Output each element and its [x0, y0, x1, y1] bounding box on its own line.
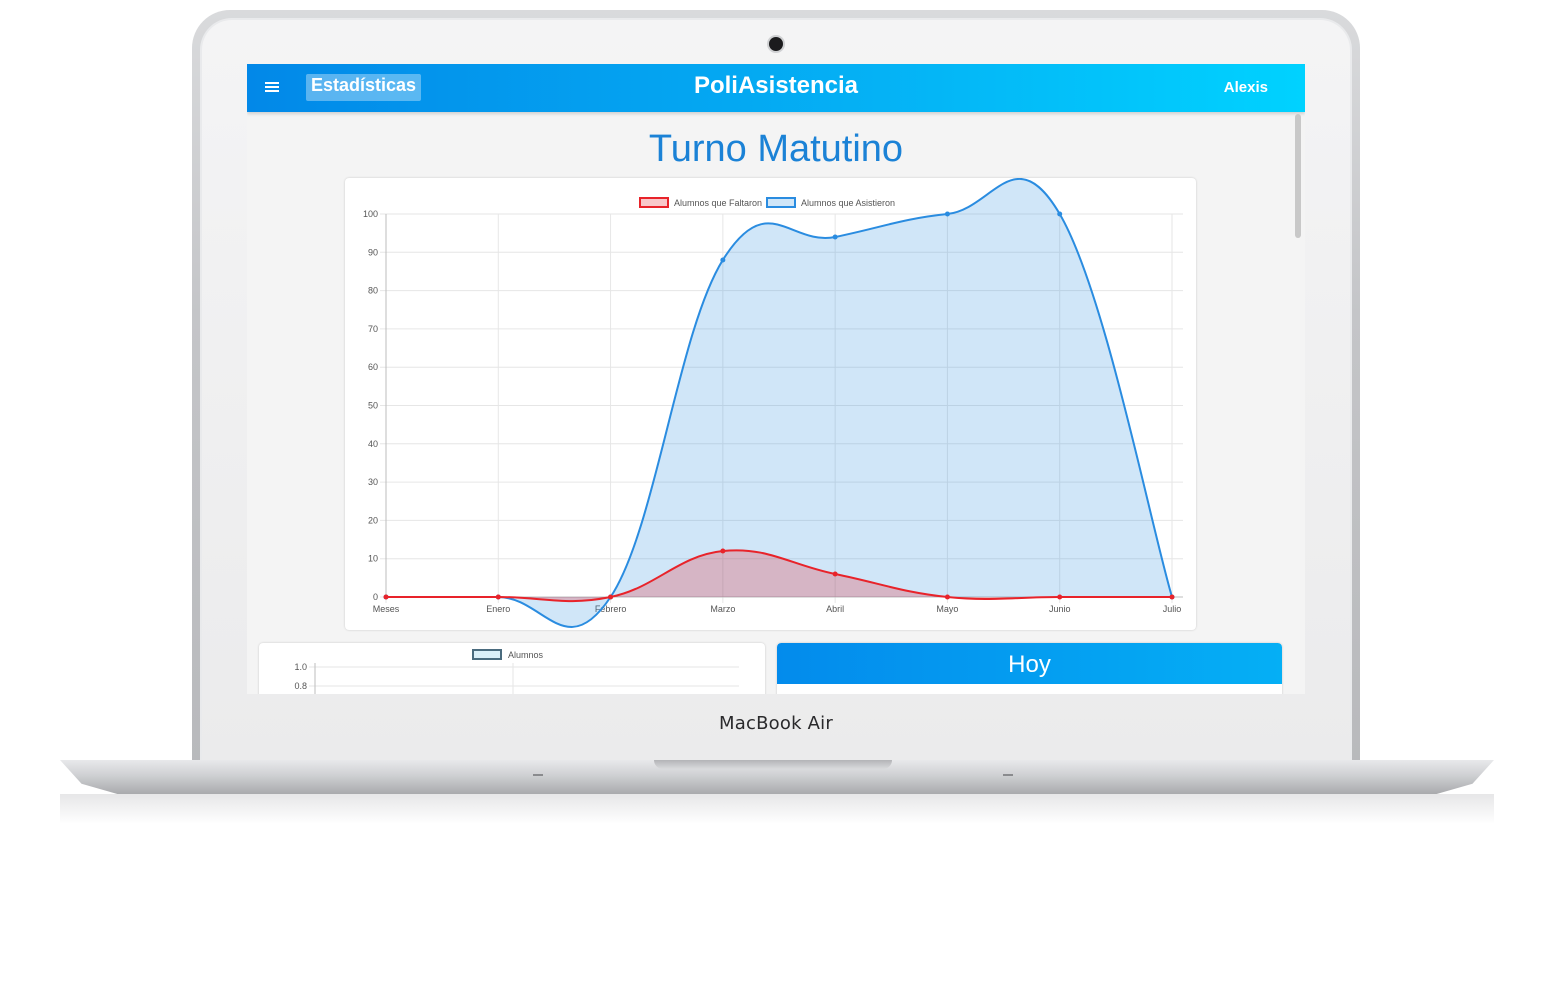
app-screen: Estadísticas PoliAsistencia Alexis Turno…: [247, 64, 1305, 694]
data-point: [1057, 211, 1063, 217]
x-tick-label: Mayo: [936, 604, 958, 614]
user-menu[interactable]: Alexis: [1223, 79, 1268, 96]
legend-label: Alumnos que Faltaron: [674, 198, 762, 208]
data-point: [1169, 594, 1175, 600]
data-point: [608, 594, 614, 600]
y-tick-label: 40: [368, 439, 378, 449]
x-tick-label: Meses: [373, 604, 400, 614]
data-point: [495, 594, 501, 600]
camera-icon: [769, 37, 783, 51]
data-point: [1057, 594, 1063, 600]
app-title-prefix: Poli: [693, 72, 738, 99]
data-point: [720, 548, 726, 554]
x-tick-label: Marzo: [710, 604, 735, 614]
y-tick-label: 100: [363, 209, 378, 219]
laptop-hinge-notch: [654, 760, 892, 769]
y-tick-label: 0: [373, 592, 378, 602]
legend-label: Alumnos: [508, 650, 544, 660]
page-title: Turno Matutino: [648, 128, 904, 170]
hamburger-menu-icon[interactable]: [265, 82, 279, 93]
y-tick-label: 70: [368, 324, 378, 334]
today-card: Hoy: [777, 643, 1282, 694]
laptop-foot: [1003, 774, 1013, 776]
top-navbar: Estadísticas PoliAsistencia Alexis: [247, 64, 1305, 112]
legend-swatch: [639, 197, 669, 208]
students-chart: Alumnos 1.0 0.8: [294, 649, 739, 694]
legend-swatch: [472, 649, 502, 660]
y-tick-label: 20: [368, 515, 378, 525]
students-chart-card: Alumnos 1.0 0.8: [259, 643, 765, 694]
x-tick-label: Febrero: [595, 604, 627, 614]
series-area-faltaron: [386, 550, 1172, 602]
scrollbar[interactable]: [1295, 114, 1301, 238]
app-title[interactable]: PoliAsistencia: [247, 72, 1305, 100]
x-tick-label: Enero: [486, 604, 510, 614]
data-point: [720, 257, 726, 263]
y-tick-label: 50: [368, 401, 378, 411]
y-tick-label: 30: [368, 477, 378, 487]
today-card-title: Hoy: [777, 643, 1282, 684]
y-tick-label: 1.0: [294, 662, 307, 672]
data-point: [832, 571, 838, 577]
data-point: [944, 211, 950, 217]
laptop-foot: [533, 774, 543, 776]
x-tick-label: Julio: [1163, 604, 1182, 614]
series-line-faltaron: [386, 549, 1172, 603]
tab-estadisticas[interactable]: Estadísticas: [306, 74, 422, 101]
data-point: [383, 594, 389, 600]
data-point: [832, 234, 838, 240]
app-title-main: Asistencia: [737, 72, 859, 99]
series-line-asistieron: [386, 177, 1173, 628]
attendance-chart: Alumnos que Faltaron Alumnos que Asistier…: [363, 177, 1183, 628]
attendance-chart-card: Alumnos que Faltaron Alumnos que Asistier…: [345, 177, 1196, 630]
legend-label: Alumnos que Asistieron: [801, 198, 895, 208]
y-tick-label: 10: [368, 554, 378, 564]
series-area-asistieron: [386, 178, 1172, 627]
y-tick-label: 0.8: [294, 681, 307, 691]
laptop-shadow: [60, 794, 1494, 824]
y-tick-label: 80: [368, 286, 378, 296]
y-tick-label: 60: [368, 362, 378, 372]
data-point: [944, 594, 950, 600]
x-tick-label: Junio: [1049, 604, 1071, 614]
y-tick-label: 90: [368, 247, 378, 257]
legend-swatch: [766, 197, 796, 208]
x-tick-label: Abril: [826, 604, 844, 614]
device-brand-label: MacBook Air: [719, 713, 833, 734]
